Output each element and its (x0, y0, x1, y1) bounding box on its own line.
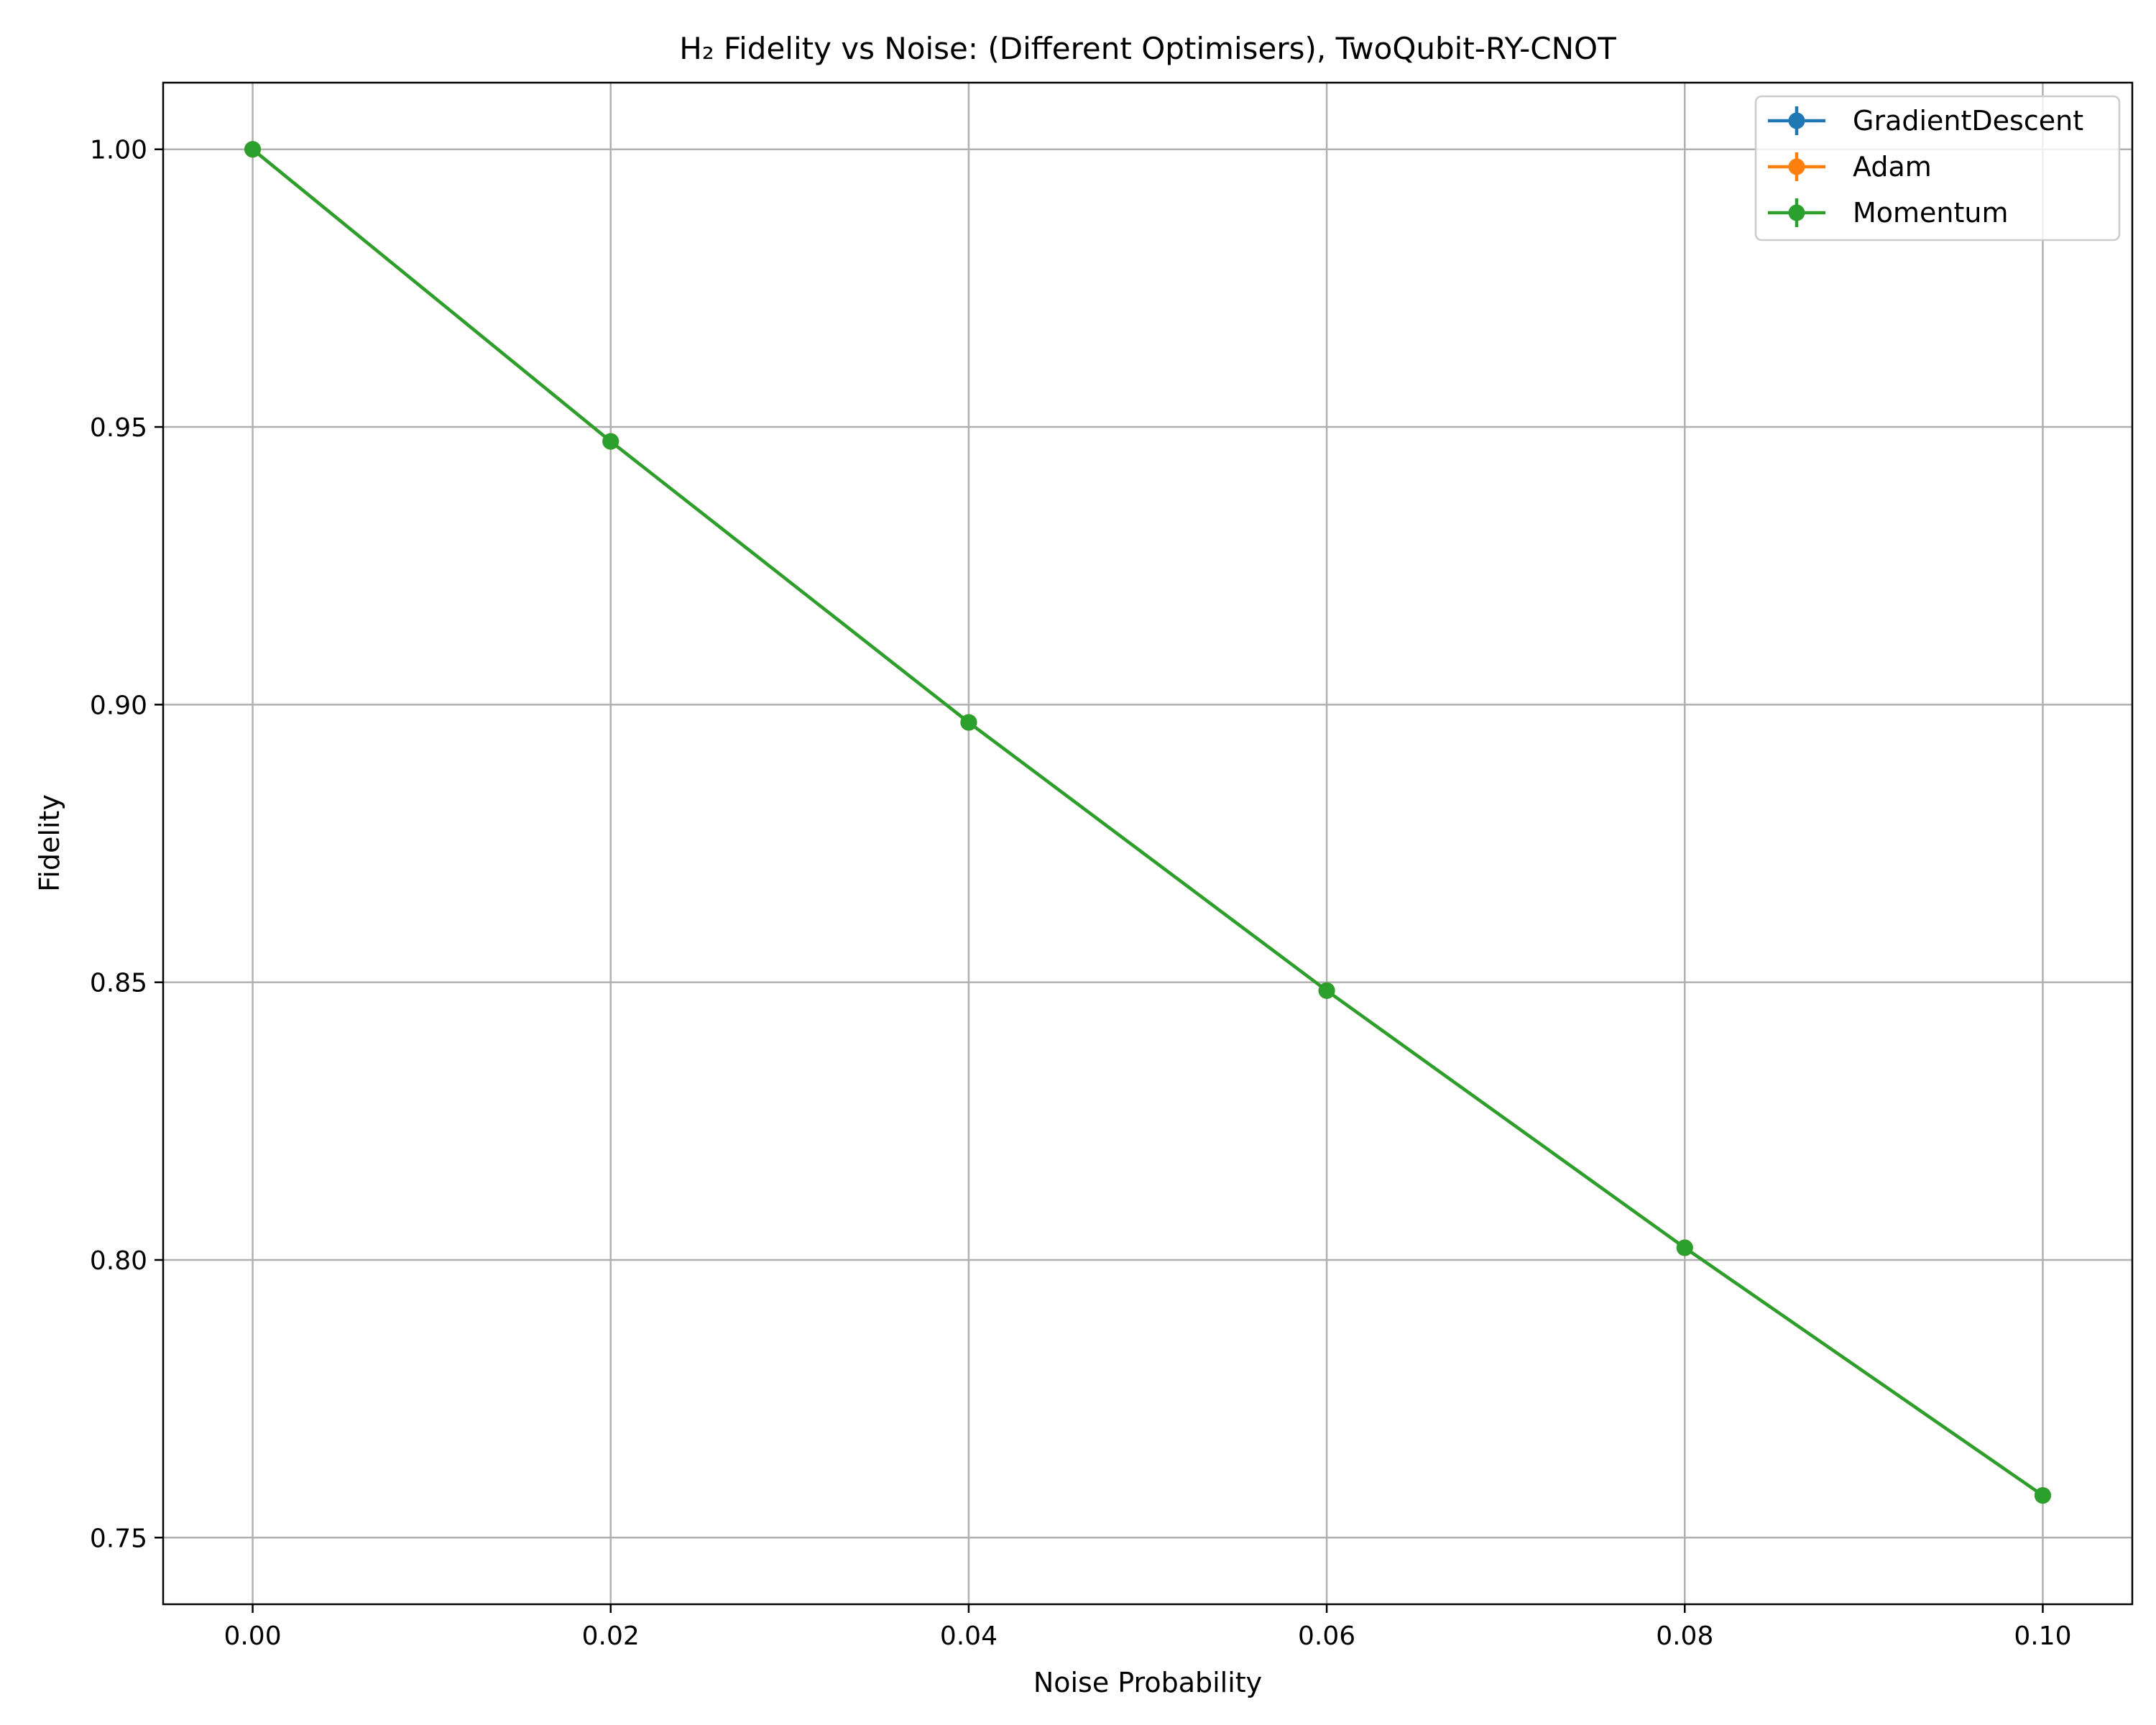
x-tick-label: 0.02 (582, 1622, 640, 1651)
legend-marker (1788, 158, 1805, 175)
data-point-momentum (1318, 982, 1335, 999)
y-tick-label: 0.95 (90, 413, 147, 443)
data-point-momentum (2034, 1487, 2051, 1504)
data-point-momentum (602, 433, 619, 450)
x-tick-label: 0.00 (224, 1622, 281, 1651)
y-tick-label: 0.75 (90, 1524, 147, 1553)
legend-item-momentum: Momentum (1768, 197, 2009, 229)
y-axis-ticks: 0.75 0.80 0.85 0.90 0.95 1.00 (90, 136, 163, 1553)
y-tick-label: 1.00 (90, 136, 147, 165)
legend-items: GradientDescent Adam Momentum (1768, 105, 2083, 229)
series-layer (244, 141, 2051, 1504)
x-tick-label: 0.08 (1656, 1622, 1713, 1651)
plot-frame (162, 81, 2134, 1606)
data-point-momentum (244, 141, 262, 158)
series-line-momentum (252, 147, 2044, 1497)
x-axis-ticks: 0.00 0.02 0.04 0.06 0.08 0.10 (224, 1604, 2072, 1651)
y-tick-label: 0.85 (90, 969, 147, 998)
chart-title: H₂ Fidelity vs Noise: (Different Optimis… (679, 31, 1616, 66)
legend: GradientDescent Adam Momentum (1754, 95, 2121, 242)
y-tick-label: 0.90 (90, 691, 147, 720)
x-tick-label: 0.10 (2014, 1622, 2071, 1651)
series-momentum (244, 141, 2051, 1504)
legend-marker (1788, 204, 1805, 221)
legend-label: GradientDescent (1853, 105, 2083, 137)
data-point-momentum (960, 714, 977, 731)
data-point-momentum (1676, 1239, 1693, 1256)
x-tick-label: 0.04 (940, 1622, 998, 1651)
y-tick-label: 0.80 (90, 1246, 147, 1276)
legend-label: Momentum (1853, 197, 2009, 229)
x-axis-label: Noise Probability (1033, 1667, 1262, 1698)
legend-label: Adam (1853, 151, 1932, 183)
legend-marker (1788, 112, 1805, 129)
y-axis-label: Fidelity (34, 794, 65, 892)
legend-frame (1754, 95, 2121, 242)
x-tick-label: 0.06 (1298, 1622, 1355, 1651)
legend-item-adam: Adam (1768, 151, 1932, 183)
grid (163, 83, 2132, 1604)
legend-item-gradientdescent: GradientDescent (1768, 105, 2083, 137)
